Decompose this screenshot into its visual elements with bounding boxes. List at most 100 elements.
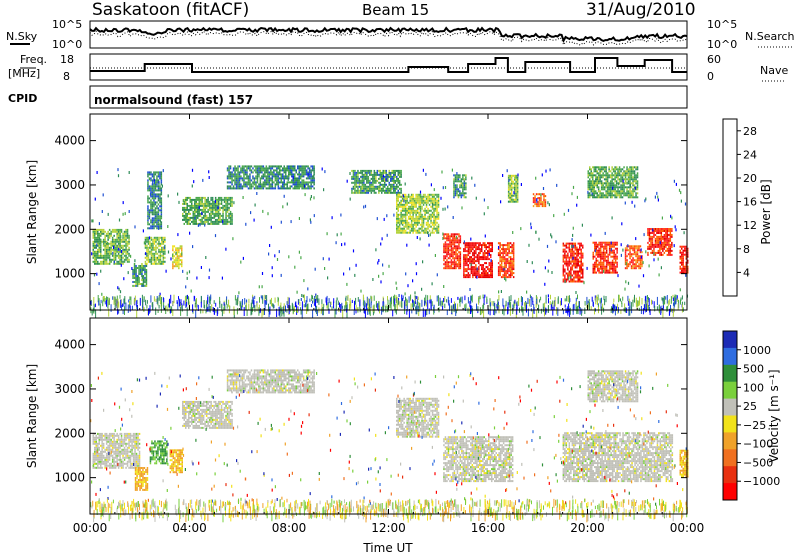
heatmap-cell <box>663 237 666 240</box>
heatmap-cell <box>638 245 640 248</box>
heatmap-cell <box>419 201 422 204</box>
heatmap-cell <box>430 193 432 196</box>
heatmap-cell <box>119 254 121 257</box>
heatmap-cell <box>595 166 597 169</box>
heatmap-cell <box>627 190 630 193</box>
scatter-cell <box>428 234 430 237</box>
heatmap-cell <box>663 251 666 254</box>
heatmap-cell <box>594 241 596 244</box>
heatmap-cell <box>210 196 212 199</box>
scatter-cell <box>620 253 622 257</box>
heatmap-cell <box>431 223 434 226</box>
heatmap-cell <box>419 213 422 216</box>
heatmap-cell <box>117 228 120 231</box>
heatmap-cell <box>565 262 568 265</box>
heatmap-cell <box>505 266 507 269</box>
heatmap-cell <box>455 251 457 254</box>
heatmap-cell <box>596 182 598 185</box>
heatmap-cell <box>194 222 196 225</box>
scatter-cell <box>303 279 305 283</box>
heatmap-cell <box>176 247 179 250</box>
heatmap-cell <box>472 248 474 251</box>
heatmap-cell <box>117 260 120 263</box>
heatmap-cell <box>186 206 188 209</box>
heatmap-cell <box>593 190 595 193</box>
heatmap-cell <box>107 232 109 235</box>
heatmap-cell <box>516 198 519 201</box>
heatmap-cell <box>457 194 460 197</box>
heatmap-cell <box>508 248 510 251</box>
heatmap-cell <box>223 218 226 221</box>
heatmap-cell <box>144 281 146 283</box>
scatter-cell <box>165 269 167 273</box>
heatmap-cell <box>568 274 571 277</box>
heatmap-cell <box>151 191 154 194</box>
heatmap-cell <box>446 253 448 256</box>
heatmap-cell <box>491 244 493 247</box>
heatmap-cell <box>151 211 154 214</box>
heatmap-cell <box>295 185 297 188</box>
heatmap-cell <box>265 183 268 186</box>
heatmap-cell <box>232 173 235 176</box>
heatmap-cell <box>601 253 603 256</box>
heatmap-cell <box>228 171 230 174</box>
heatmap-cell <box>579 256 581 259</box>
heatmap-cell <box>397 205 399 208</box>
heatmap-cell <box>164 256 166 259</box>
heatmap-cell <box>685 265 687 268</box>
heatmap-cell <box>292 183 294 186</box>
heatmap-cell <box>390 175 392 178</box>
heatmap-cell <box>614 168 616 171</box>
heatmap-cell <box>214 222 217 225</box>
heatmap-cell <box>650 232 652 234</box>
scatter-cell <box>270 225 272 229</box>
heatmap-cell <box>280 165 282 168</box>
heatmap-cell <box>576 250 578 253</box>
heatmap-cell <box>434 193 437 196</box>
heatmap-cell <box>668 237 670 240</box>
heatmap-cell <box>198 218 200 221</box>
heatmap-cell <box>311 175 314 178</box>
heatmap-cell <box>381 177 383 180</box>
heatmap-cell <box>302 183 305 186</box>
heatmap-cell <box>156 219 158 222</box>
heatmap-cell <box>626 172 628 175</box>
heatmap-cell <box>589 166 591 169</box>
heatmap-cell <box>452 237 454 240</box>
heatmap-cell <box>270 183 272 186</box>
heatmap-cell <box>510 184 513 187</box>
scatter-cell <box>535 230 537 234</box>
heatmap-cell <box>231 212 233 215</box>
heatmap-cell <box>479 252 481 255</box>
scatter-cell <box>194 206 196 210</box>
heatmap-cell <box>567 274 569 277</box>
scatter-cell <box>571 238 573 242</box>
heatmap-cell <box>453 257 456 260</box>
heatmap-cell <box>592 265 594 268</box>
heatmap-cell <box>268 171 271 174</box>
heatmap-cell <box>160 175 163 178</box>
heatmap-cell <box>250 183 253 186</box>
heatmap-cell <box>685 261 687 264</box>
scatter-cell <box>280 220 282 224</box>
heatmap-cell <box>351 189 353 192</box>
heatmap-cell <box>164 238 166 241</box>
heatmap-cell <box>624 174 627 177</box>
heatmap-cell <box>148 189 151 192</box>
heatmap-cell <box>280 173 282 176</box>
heatmap-cell <box>388 187 390 190</box>
heatmap-cell <box>456 259 459 262</box>
heatmap-cell <box>570 280 572 283</box>
heatmap-cell <box>484 274 486 277</box>
heatmap-cell <box>682 253 684 256</box>
heatmap-cell <box>499 242 501 245</box>
heatmap-cell <box>564 276 566 279</box>
heatmap-cell <box>273 169 275 172</box>
heatmap-cell <box>144 269 146 271</box>
heatmap-cell <box>682 261 684 264</box>
heatmap-cell <box>446 267 448 270</box>
heatmap-cell <box>506 242 509 245</box>
heatmap-cell <box>219 202 221 205</box>
heatmap-cell <box>497 272 500 275</box>
heatmap-cell <box>396 191 398 194</box>
